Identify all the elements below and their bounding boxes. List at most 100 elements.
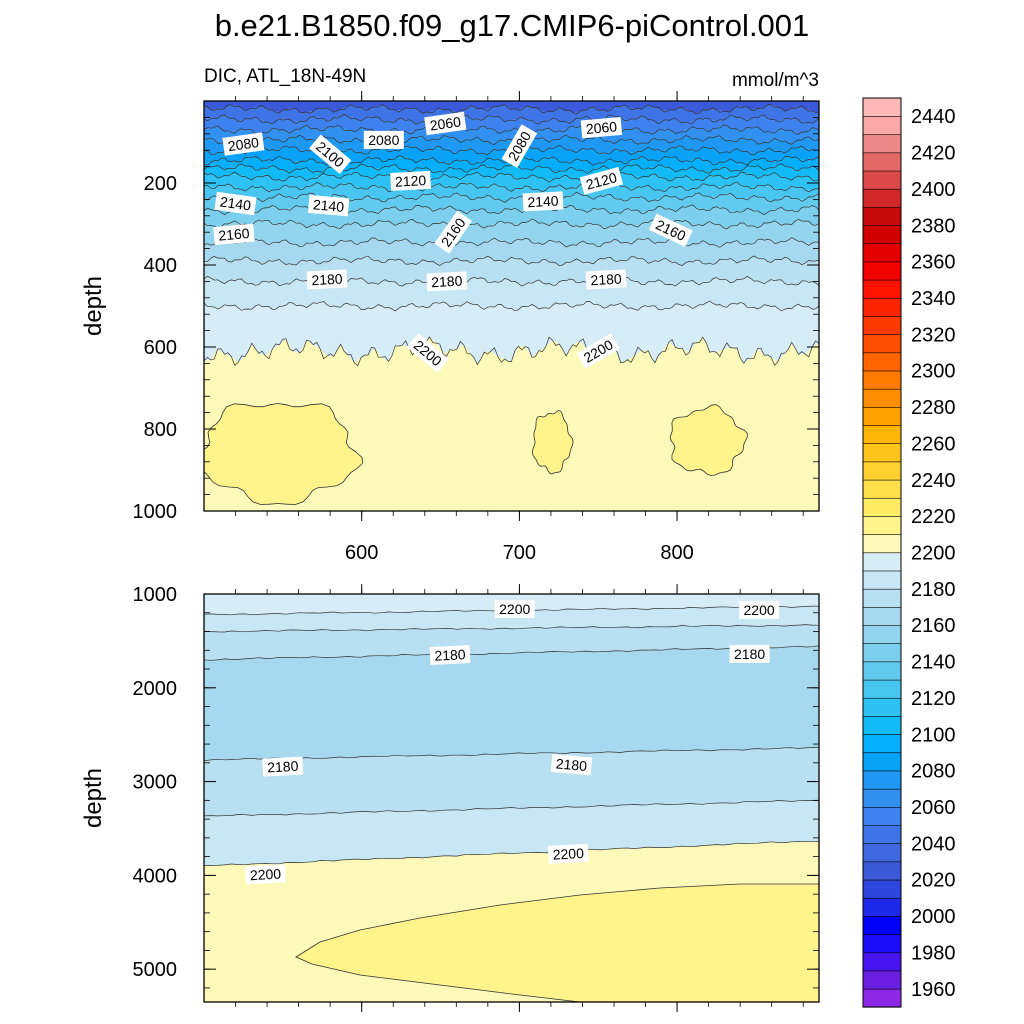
contour-line: [204, 124, 819, 136]
contour-line: [204, 181, 819, 193]
colorbar-swatch: [862, 552, 902, 572]
contour-label-text: 2180: [590, 271, 622, 289]
colorbar-swatch: [862, 406, 902, 426]
contour-label: 2200: [739, 600, 780, 619]
y-tick-label: 600: [144, 337, 177, 359]
contour-line: [204, 134, 819, 146]
y-tick-label: 200: [144, 173, 177, 195]
contour-label-text: 2160: [218, 225, 251, 244]
colorbar-swatch: [862, 461, 902, 481]
top-panel-axes: 200 400 600 800 1000 600 700 800: [133, 91, 819, 564]
colorbar-swatch: [862, 788, 902, 808]
colorbar-swatch: [862, 188, 902, 208]
contour-label-text: 2180: [555, 755, 588, 774]
colorbar-swatch: [862, 697, 902, 717]
contour-label: 2140: [522, 191, 564, 212]
contour-region: [204, 403, 363, 505]
contour-label: 2200: [494, 600, 535, 618]
contour-label-text: 2200: [552, 845, 584, 863]
bottom-panel-ylabel: depth: [80, 768, 107, 828]
contour-label-text: 2180: [267, 758, 299, 776]
colorbar-swatch: [862, 297, 902, 317]
colorbar-label: 2100: [911, 724, 956, 746]
colorbar-swatch: [862, 988, 902, 1008]
colorbar-swatch: [862, 843, 902, 863]
colorbar-swatch: [862, 770, 902, 790]
colorbar-swatch: [862, 97, 902, 117]
contour-label-text: 2140: [527, 193, 559, 211]
contour-band: [204, 256, 819, 287]
contour-line: [204, 624, 819, 633]
colorbar-swatch: [862, 515, 902, 535]
colorbar-swatch: [862, 733, 902, 754]
contour-label: 2060: [580, 116, 623, 139]
colorbar-swatch: [862, 606, 902, 626]
colorbar-swatch: [862, 279, 902, 299]
bottom-panel-axes: 1000 2000 3000 4000 5000: [133, 584, 819, 1012]
colorbar-swatch: [862, 915, 902, 935]
contour-line: [204, 275, 819, 287]
colorbar-label: 2140: [911, 652, 956, 674]
colorbar-label: 2300: [911, 361, 956, 383]
contour-band: [204, 301, 819, 365]
colorbar-swatch: [862, 715, 902, 735]
y-tick-label: 5000: [133, 959, 178, 981]
colorbar-swatch: [862, 388, 902, 408]
contour-band: [204, 747, 819, 816]
colorbar-swatch: [862, 479, 902, 499]
contour-label-text: 2180: [734, 646, 765, 662]
colorbar-label: 2040: [911, 833, 956, 855]
contour-label: 2080: [222, 132, 265, 156]
colorbar-swatch: [862, 661, 902, 681]
colorbar-swatch: [862, 624, 902, 644]
contour-region: [531, 410, 574, 475]
colorbar-swatch: [862, 679, 902, 699]
contour-label: 2180: [426, 271, 468, 292]
contour-label-text: 2180: [311, 271, 343, 289]
top-panel-ylabel: depth: [80, 276, 107, 336]
y-tick-label: 1000: [133, 584, 178, 606]
contour-label: 2160: [213, 223, 255, 246]
contour-line: [204, 113, 819, 125]
contour-line: [204, 163, 819, 174]
contour-label: 2180: [262, 756, 304, 777]
colorbar-swatch: [862, 933, 902, 954]
colorbar-label: 2120: [911, 688, 956, 710]
contour-band: [204, 182, 819, 203]
colorbar-label: 2280: [911, 397, 956, 419]
contour-label: 2180: [429, 644, 471, 666]
colorbar-label: 1980: [911, 943, 956, 965]
contour-band: [204, 800, 819, 866]
contour-label-text: 2140: [219, 193, 252, 213]
colorbar-label: 2080: [911, 761, 956, 783]
x-tick-label: 700: [503, 542, 536, 564]
contour-line: [204, 747, 819, 762]
colorbar-label: 2440: [911, 106, 956, 128]
top-panel-contour-fill: [204, 101, 819, 511]
colorbar-swatch: [862, 970, 902, 990]
contour-band: [204, 101, 819, 115]
colorbar-label: 1960: [911, 979, 956, 1001]
colorbar-swatch: [862, 370, 902, 390]
contour-line: [204, 191, 819, 203]
chart-title: b.e21.B1850.f09_g17.CMIP6-piControl.001: [215, 8, 810, 43]
contour-band: [204, 624, 819, 661]
contour-label: 2200: [245, 864, 286, 885]
colorbar-label: 2260: [911, 433, 956, 455]
contour-line: [204, 218, 819, 230]
units-label: mmol/m^3: [732, 70, 819, 91]
contour-label-text: 2080: [227, 134, 260, 154]
contour-label: 2180: [306, 269, 348, 290]
colorbar-swatch: [862, 534, 902, 554]
contour-line: [204, 237, 819, 248]
contour-band: [204, 156, 819, 174]
contour-band: [204, 277, 819, 311]
contour-line: [204, 336, 819, 367]
top-panel-frame: [203, 100, 820, 512]
contour-label-text: 2120: [395, 172, 427, 190]
contour-label: 2180: [550, 753, 593, 776]
colorbar-label: 2380: [911, 215, 956, 237]
